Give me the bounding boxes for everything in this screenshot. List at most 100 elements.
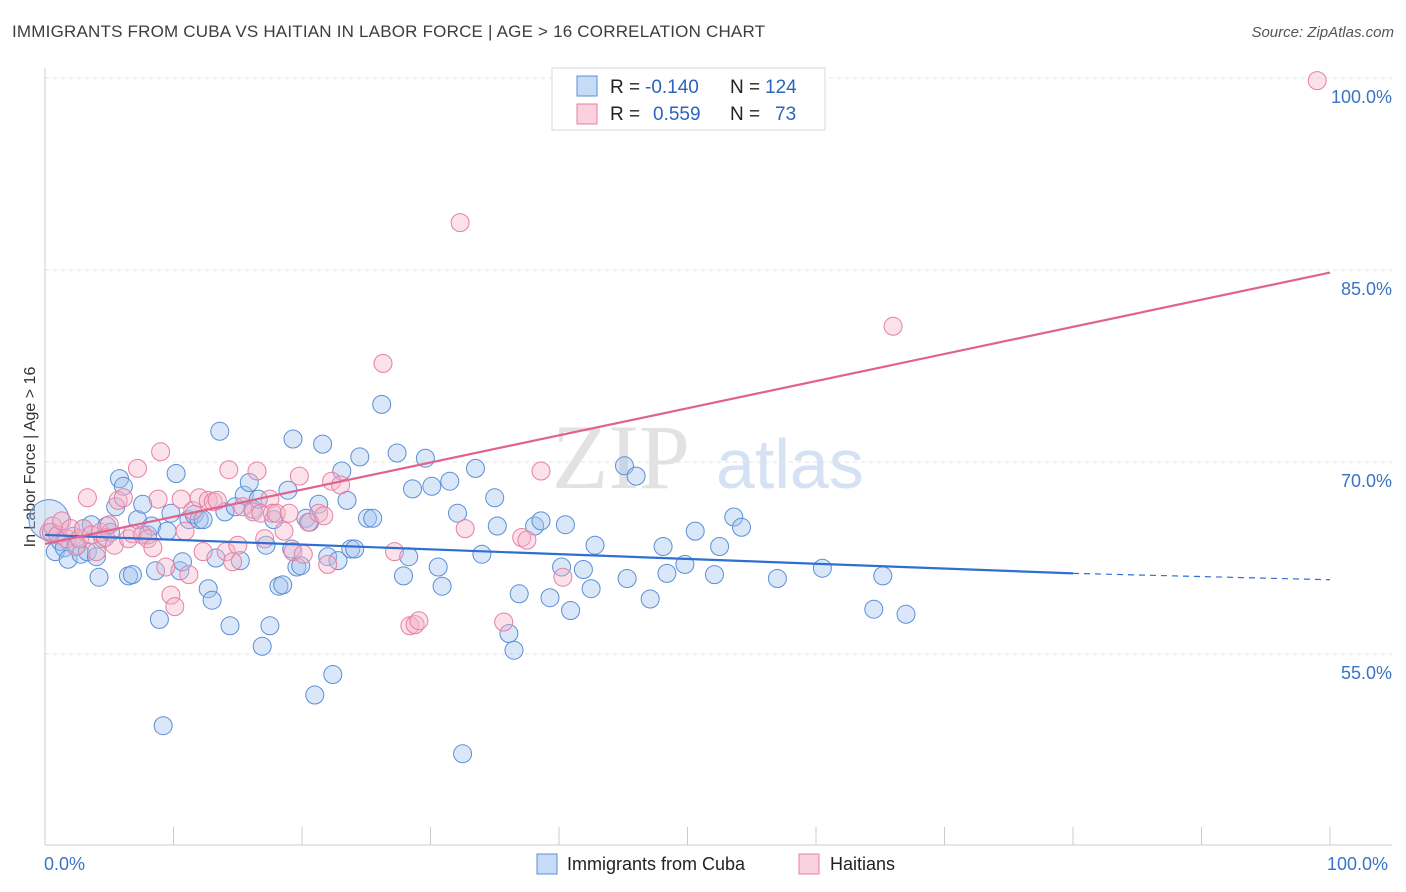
haitian-point (455, 519, 475, 539)
cuba-trend-line (44, 533, 1074, 575)
y-axis-label: In Labor Force | Age > 16 (22, 367, 39, 548)
cuba-point (561, 601, 581, 620)
x-tick-label-min: 0.0% (44, 854, 85, 874)
haitian-point (331, 475, 351, 495)
cuba-point (767, 569, 787, 588)
legend-n-label-1: N = (730, 77, 760, 98)
haitian-point (517, 530, 537, 550)
haitian-point (223, 552, 243, 572)
haitian-point (113, 488, 133, 508)
haitian-point (251, 503, 271, 523)
bottom-legend-swatch-haitians (798, 853, 820, 875)
haitian-point (314, 506, 334, 526)
cuba-point (657, 563, 677, 583)
cuba-point (256, 535, 276, 555)
cuba-point (812, 558, 832, 578)
series-legend: Immigrants from Cuba Haitians (536, 853, 895, 875)
haitian-point (279, 503, 299, 523)
legend-swatch-blue (576, 75, 598, 97)
haitian-point (1307, 71, 1327, 91)
haitian-trend-line (44, 271, 1331, 545)
haitian-point (104, 535, 124, 555)
y-tick-labels: 55.0% 70.0% 85.0% 100.0% (1331, 87, 1392, 683)
cuba-point (313, 434, 333, 454)
haitian-point (450, 213, 470, 233)
cuba-point (89, 567, 109, 587)
cuba-point (653, 537, 673, 556)
cuba-point (157, 521, 177, 541)
cuba-point (504, 640, 524, 660)
cuba-point (724, 507, 744, 527)
cuba-point (283, 429, 303, 449)
cuba-point (428, 557, 448, 577)
y-tick-label: 55.0% (1341, 663, 1392, 683)
cuba-point (453, 744, 473, 764)
y-tick-label: 70.0% (1341, 471, 1392, 491)
cuba-point (432, 576, 452, 596)
y-tick-label: 85.0% (1341, 279, 1392, 299)
cuba-point (710, 537, 730, 556)
cuba-point (202, 590, 222, 610)
cuba-point (509, 584, 529, 604)
cuba-point (448, 503, 467, 523)
chart-source: Source: ZipAtlas.com (1251, 24, 1394, 41)
cuba-point (403, 479, 422, 499)
cuba-point (472, 544, 492, 564)
cuba-point (626, 466, 646, 486)
cuba-point (345, 539, 365, 559)
haitian-point (156, 557, 176, 577)
haitian-point (373, 353, 393, 373)
haitian-point (243, 502, 263, 522)
cuba-point (640, 589, 660, 609)
haitian-point (293, 544, 313, 564)
legend-r-label-2: R = (610, 104, 640, 125)
watermark-atlas: atlas (716, 425, 864, 503)
legend-r-value-1: -0.140 (645, 77, 699, 98)
cuba-point (685, 521, 705, 541)
haitian-point (179, 565, 199, 585)
cuba-point (260, 616, 280, 636)
cuba-point (149, 609, 169, 629)
cuba-point (394, 566, 413, 586)
haitian-point (494, 612, 514, 632)
haitian-point (318, 554, 338, 574)
cuba-point (732, 517, 751, 537)
haitian-point (165, 597, 185, 617)
cuba-point (531, 511, 551, 531)
haitian-point (883, 316, 903, 336)
haitian-point (228, 535, 248, 555)
cuba-point (555, 515, 575, 535)
cuba-trend-extension (1072, 572, 1331, 581)
haitian-point (405, 615, 425, 635)
cuba-point (372, 394, 392, 414)
haitian-point (274, 521, 294, 541)
cuba-point (273, 575, 293, 595)
haitian-point (247, 461, 267, 481)
cuba-point (305, 685, 325, 705)
cuba-point (86, 547, 106, 567)
cuba-point (585, 535, 605, 555)
cuba-point (318, 547, 338, 567)
cuba-point (363, 508, 383, 528)
cuba-point (617, 569, 637, 588)
cuba-point (166, 464, 186, 483)
haitian-point (193, 542, 213, 562)
haitian-point (108, 490, 128, 510)
series-haitians-points (39, 71, 1327, 636)
cuba-point (332, 461, 352, 481)
y-tick-label: 100.0% (1331, 87, 1392, 107)
haitian-point (128, 458, 147, 478)
cuba-point (133, 494, 153, 514)
cuba-point (864, 599, 884, 619)
cuba-point (153, 716, 173, 736)
haitian-point (207, 490, 227, 510)
haitian-point (255, 529, 275, 549)
haitian-point (385, 542, 404, 562)
cuba-point (328, 551, 348, 571)
cuba-point (113, 476, 133, 496)
legend-r-label-1: R = (610, 77, 640, 98)
haitian-point (309, 503, 329, 523)
haitian-point (77, 488, 97, 508)
cuba-point (198, 579, 218, 599)
cuba-point (896, 604, 916, 624)
